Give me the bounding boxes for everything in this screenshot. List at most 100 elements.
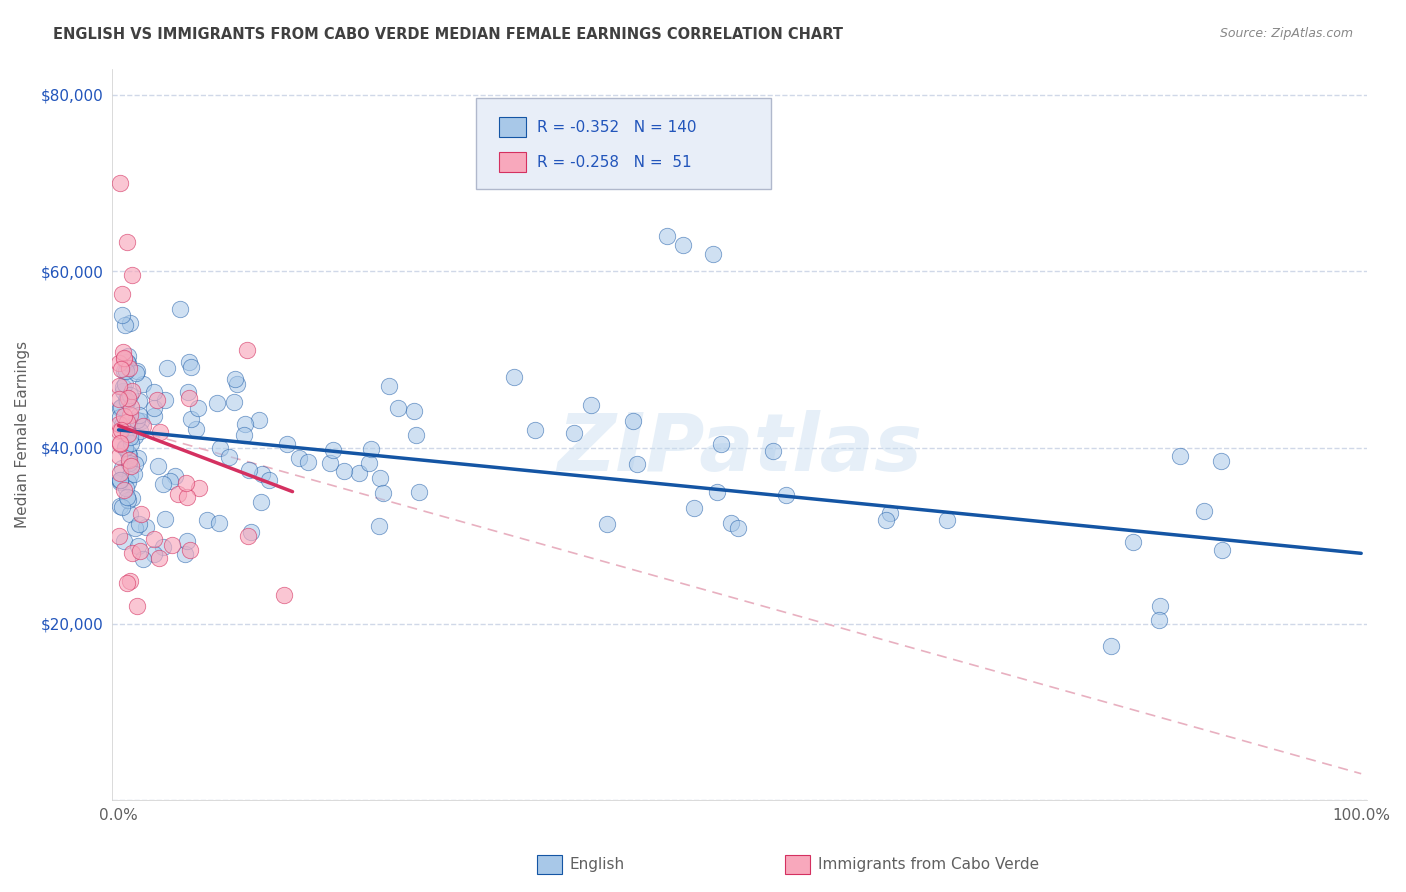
Point: [108, 529, 131, 543]
Point: [115, 355, 138, 369]
Point: [1192, 503, 1215, 517]
Point: [108, 401, 131, 415]
Point: [118, 448, 141, 462]
Point: [207, 396, 229, 410]
Point: [115, 394, 138, 409]
Point: [579, 398, 602, 412]
Point: [233, 428, 256, 442]
Point: [121, 268, 143, 282]
Point: [120, 400, 142, 414]
Text: Immigrants from Cabo Verde: Immigrants from Cabo Verde: [818, 857, 1039, 871]
Point: [152, 477, 174, 491]
Point: [127, 364, 149, 378]
Point: [405, 428, 427, 442]
Point: [108, 473, 131, 487]
Point: [360, 442, 382, 456]
Point: [112, 380, 135, 394]
Point: [156, 360, 179, 375]
Point: [120, 436, 142, 450]
Point: [236, 343, 259, 357]
Point: [115, 422, 138, 436]
Point: [252, 467, 274, 481]
Point: [118, 430, 141, 444]
Point: [108, 499, 131, 513]
Point: [142, 533, 165, 547]
Point: [288, 451, 311, 466]
Point: [176, 490, 198, 504]
Point: [110, 309, 132, 323]
Point: [720, 516, 742, 531]
Point: [402, 403, 425, 417]
Point: [174, 548, 197, 562]
Point: [127, 539, 149, 553]
Point: [152, 541, 174, 555]
Point: [121, 546, 143, 560]
Point: [524, 423, 547, 437]
Point: [367, 519, 389, 533]
Point: [118, 388, 141, 402]
Point: [160, 538, 183, 552]
Point: [112, 534, 135, 549]
Point: [224, 372, 246, 386]
Point: [108, 176, 131, 190]
Point: [1211, 454, 1233, 468]
Point: [108, 392, 131, 406]
Point: [1149, 599, 1171, 613]
Point: [371, 485, 394, 500]
Point: [114, 393, 136, 408]
Point: [321, 442, 343, 457]
Point: [112, 351, 135, 365]
Point: [702, 246, 724, 260]
Point: [621, 414, 644, 428]
Point: [180, 411, 202, 425]
Point: [111, 461, 134, 475]
Text: English: English: [569, 857, 624, 871]
Text: R = -0.352   N = 140: R = -0.352 N = 140: [537, 120, 696, 135]
Point: [108, 449, 131, 463]
Point: [127, 451, 149, 466]
Point: [762, 443, 785, 458]
Point: [188, 481, 211, 495]
Point: [115, 235, 138, 250]
Point: [128, 408, 150, 422]
Point: [120, 507, 142, 521]
Point: [129, 507, 152, 521]
Point: [682, 501, 704, 516]
Point: [117, 456, 139, 470]
Point: [259, 473, 281, 487]
Point: [114, 318, 136, 332]
Point: [128, 394, 150, 409]
Point: [238, 463, 260, 477]
Point: [145, 392, 167, 407]
Point: [149, 425, 172, 439]
Point: [226, 376, 249, 391]
Point: [117, 446, 139, 460]
Point: [180, 359, 202, 374]
Point: [114, 376, 136, 391]
Point: [115, 416, 138, 430]
Bar: [499, 117, 526, 137]
Text: ENGLISH VS IMMIGRANTS FROM CABO VERDE MEDIAN FEMALE EARNINGS CORRELATION CHART: ENGLISH VS IMMIGRANTS FROM CABO VERDE ME…: [53, 27, 844, 42]
Point: [112, 409, 135, 423]
Point: [124, 429, 146, 443]
Point: [108, 378, 131, 392]
FancyBboxPatch shape: [477, 98, 772, 189]
Point: [125, 599, 148, 613]
Point: [111, 287, 134, 301]
Point: [117, 576, 139, 591]
Point: [112, 345, 135, 359]
Point: [112, 364, 135, 378]
Point: [118, 416, 141, 430]
Point: [706, 485, 728, 500]
Point: [117, 391, 139, 405]
Point: [357, 456, 380, 470]
Point: [108, 474, 131, 488]
Point: [115, 364, 138, 378]
Point: [124, 458, 146, 472]
Point: [626, 457, 648, 471]
Point: [110, 423, 132, 437]
Point: [122, 467, 145, 482]
Point: [112, 352, 135, 367]
Point: [111, 500, 134, 514]
Point: [297, 455, 319, 469]
